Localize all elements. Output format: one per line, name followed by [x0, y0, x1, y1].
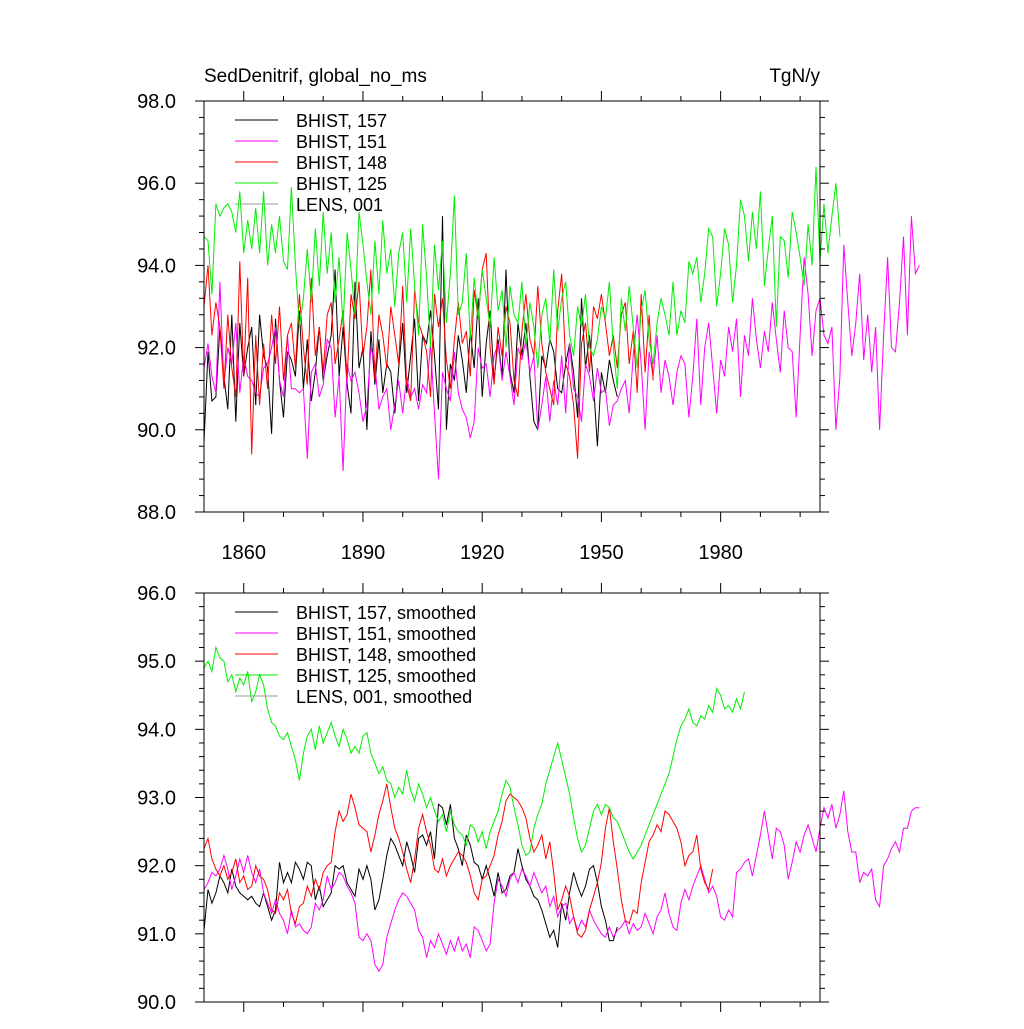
units-label: TgN/y: [769, 66, 820, 87]
y-tick-label: 96.0: [137, 173, 176, 195]
bottom-panel: 90.0 91.0 92.0 93.0 94.0 95.0 96.0 BHIST, 157,…: [137, 583, 920, 1014]
y-tick-label: 91.0: [137, 924, 176, 946]
legend-label: BHIST, 148, smoothed: [296, 645, 476, 665]
plot-frame: [203, 100, 821, 513]
legend-label: BHIST, 151, smoothed: [296, 624, 476, 644]
legend-entry: BHIST, 148, smoothed: [235, 645, 476, 665]
y-tick-label: 98.0: [137, 91, 176, 113]
legend-label: LENS, 001: [296, 195, 383, 215]
x-tick-label: 1920: [460, 542, 505, 564]
series-line: [203, 166, 841, 389]
y-tick-label: 95.0: [137, 651, 176, 673]
y-tick-label: 90.0: [137, 420, 176, 442]
series-line: [203, 803, 618, 948]
legend-entry: LENS, 001, smoothed: [235, 687, 472, 707]
legend-entry: BHIST, 157: [235, 111, 387, 131]
legend-entry: BHIST, 148: [235, 153, 387, 173]
series-line: [203, 216, 920, 480]
y-tick-label: 92.0: [137, 338, 176, 360]
legend-label: BHIST, 148: [296, 153, 387, 173]
legend-entry: BHIST, 151, smoothed: [235, 624, 476, 644]
x-tick-label: 1950: [579, 542, 624, 564]
legend-entry: BHIST, 125, smoothed: [235, 666, 476, 686]
bottom-legend: BHIST, 157, smoothed BHIST, 151, smoothe…: [235, 603, 476, 707]
x-tick-label: 1860: [221, 542, 266, 564]
y-tick-label: 94.0: [137, 255, 176, 277]
y-tick-label: 96.0: [137, 583, 176, 605]
series-line: [203, 790, 920, 973]
legend-label: BHIST, 157: [296, 111, 387, 131]
series-line: [203, 252, 654, 459]
y-tick-label: 93.0: [137, 788, 176, 810]
legend-label: BHIST, 151: [296, 132, 387, 152]
series-line: [203, 645, 745, 860]
top-legend: BHIST, 157 BHIST, 151 BHIST, 148 BHIST, …: [235, 111, 387, 215]
legend-entry: BHIST, 157, smoothed: [235, 603, 476, 623]
series-line: [203, 783, 714, 938]
legend-label: BHIST, 157, smoothed: [296, 603, 476, 623]
legend-entry: BHIST, 125: [235, 174, 387, 194]
y-tick-label: 88.0: [137, 502, 176, 524]
legend-label: BHIST, 125, smoothed: [296, 666, 476, 686]
y-tick-label: 92.0: [137, 856, 176, 878]
x-tick-label: 1890: [341, 542, 386, 564]
legend-entry: LENS, 001: [235, 195, 383, 215]
legend-label: BHIST, 125: [296, 174, 387, 194]
y-tick-label: 90.0: [137, 992, 176, 1014]
x-tick-label: 1980: [698, 542, 743, 564]
y-tick-label: 94.0: [137, 719, 176, 741]
top-panel: SedDenitrif, global_no_ms TgN/y 88.0 90.0…: [137, 66, 920, 564]
legend-entry: BHIST, 151: [235, 132, 387, 152]
chart-title: SedDenitrif, global_no_ms: [204, 66, 427, 87]
legend-label: LENS, 001, smoothed: [296, 687, 472, 707]
series-line: [203, 216, 618, 447]
